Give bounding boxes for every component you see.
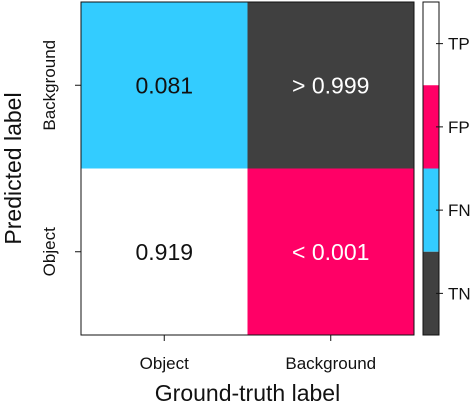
- legend-swatch-fp: [423, 85, 439, 169]
- cell-value-label: 0.919: [135, 239, 193, 265]
- axis-ticks: Object Background Object Background: [40, 40, 376, 373]
- cell-value-label: 0.081: [135, 72, 193, 98]
- heatmap-cell-tn: [247, 2, 414, 169]
- heatmap-cell-fp: [247, 168, 414, 335]
- legend-swatch-tp: [423, 2, 439, 86]
- y-tick-label: Background: [40, 40, 59, 131]
- legend-label: TP: [448, 35, 470, 54]
- x-axis-title: Ground-truth label: [155, 380, 340, 406]
- legend-label: FN: [448, 201, 471, 220]
- legend-swatch-tn: [423, 251, 439, 335]
- cell-value-label: < 0.001: [292, 239, 369, 265]
- y-tick-label: Object: [40, 227, 59, 276]
- plot-frame: [80, 1, 415, 336]
- x-tick-label: Object: [140, 354, 189, 373]
- y-axis-title: Predicted label: [0, 92, 26, 244]
- legend-swatch-fn: [423, 168, 439, 252]
- legend-frame: [422, 1, 440, 336]
- legend-label: FP: [448, 118, 470, 137]
- heatmap-cell-fn: [81, 2, 248, 169]
- x-tick-label: Background: [285, 354, 376, 373]
- cell-value-label: > 0.999: [292, 72, 369, 98]
- heatmap-cells: 0.081 > 0.999 0.919 < 0.001: [81, 2, 414, 335]
- legend-label: TN: [448, 284, 471, 303]
- legend: TP FP FN TN: [422, 1, 471, 336]
- heatmap-cell-tp: [81, 168, 248, 335]
